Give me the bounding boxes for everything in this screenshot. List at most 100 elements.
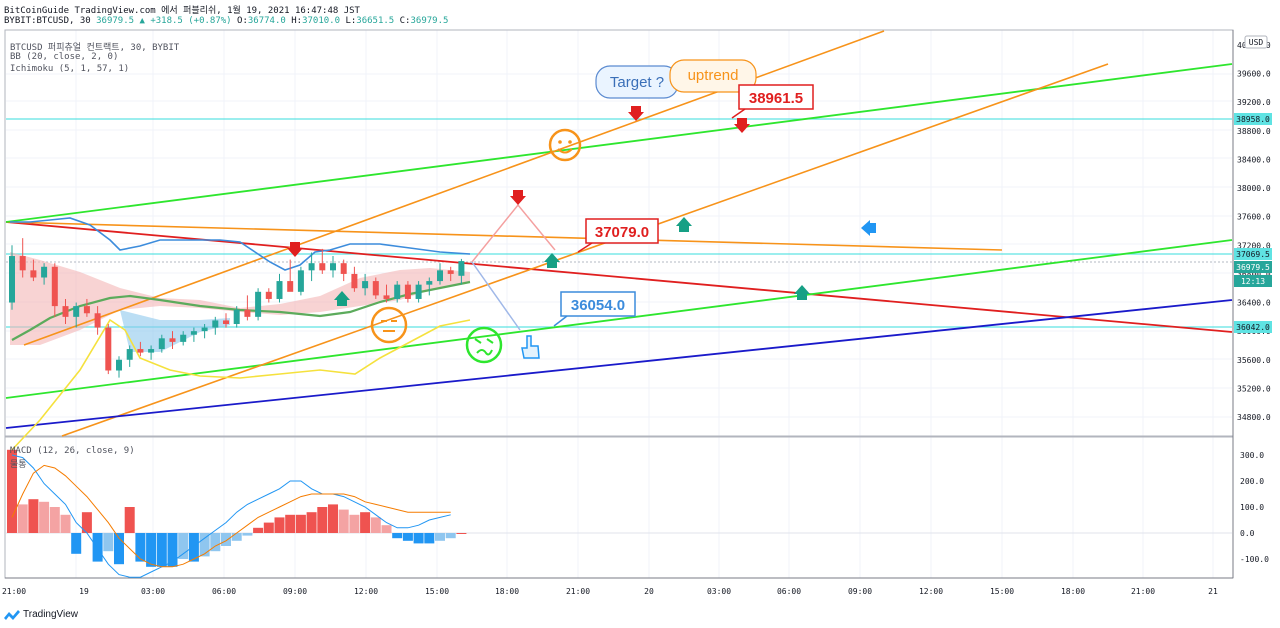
macd-axis[interactable]: 300.0 200.0 100.0 0.0 -100.0	[1240, 451, 1269, 564]
price-tick-label: 36400.0	[1237, 299, 1271, 308]
macd-histogram-bar	[210, 533, 221, 552]
price-axis[interactable]: 40000.039600.039200.038800.038400.038000…	[1237, 41, 1271, 422]
candle-body[interactable]	[180, 334, 187, 342]
macd-histogram-bar	[381, 525, 392, 533]
up-arrow-icon[interactable]	[334, 291, 350, 306]
time-axis[interactable]: 21:00 19 03:00 06:00 09:00 12:00 15:00 18:00 21:…	[2, 587, 1218, 596]
macd-histogram-bar	[435, 533, 445, 541]
candle-body[interactable]	[340, 263, 347, 274]
candle-body[interactable]	[447, 270, 454, 274]
green-lower-channel[interactable]	[5, 239, 1233, 399]
candle-body[interactable]	[169, 338, 176, 342]
candle-body[interactable]	[51, 266, 58, 307]
candle-body[interactable]	[394, 284, 401, 299]
target-callout[interactable]: Target ?	[595, 65, 679, 99]
price-tick-label: 37200.0	[1237, 241, 1271, 250]
neutral-face-icon[interactable]	[370, 306, 408, 344]
candle-body[interactable]	[158, 338, 165, 350]
orange-flat-line[interactable]	[5, 221, 1003, 251]
macd-histogram-bar	[445, 533, 456, 539]
currency-badge[interactable]: USD	[1244, 35, 1268, 49]
candle-body[interactable]	[265, 291, 272, 299]
up-arrow-icon[interactable]	[676, 217, 692, 232]
blue-support-line[interactable]	[5, 299, 1233, 429]
candle-body[interactable]	[62, 306, 69, 317]
chart-title[interactable]: BTCUSD 퍼피츄얼 컨트랙트, 30, BYBIT	[10, 43, 180, 53]
candle-body[interactable]	[233, 309, 240, 324]
signal-arrows[interactable]	[287, 106, 876, 306]
candle-body[interactable]	[201, 327, 208, 332]
price-callout-37079[interactable]: 37079.0	[577, 218, 659, 253]
dizzy-face-icon[interactable]	[465, 326, 503, 364]
macd-histogram	[7, 449, 467, 567]
candle-body[interactable]	[212, 320, 219, 328]
candle-body[interactable]	[105, 327, 112, 371]
close-value: 36979.5	[410, 16, 449, 26]
candle-body[interactable]	[330, 263, 336, 271]
macd-histogram-bar	[7, 449, 17, 533]
candle-body[interactable]	[137, 349, 144, 353]
down-arrow-icon[interactable]	[628, 106, 644, 121]
macd-histogram-bar	[413, 533, 424, 544]
pointing-hand-icon[interactable]	[521, 335, 540, 359]
left-arrow-icon[interactable]	[861, 220, 876, 236]
candle-body[interactable]	[404, 284, 411, 299]
candle-body[interactable]	[383, 295, 390, 299]
macd-legend[interactable]: MACD (12, 26, close, 9)	[10, 446, 135, 456]
green-upper-channel[interactable]	[5, 63, 1233, 223]
candle-body[interactable]	[190, 331, 197, 335]
candle-body[interactable]	[255, 291, 262, 317]
candle-body[interactable]	[415, 284, 422, 299]
candle-body[interactable]	[19, 256, 26, 271]
macd-histogram-bar	[263, 522, 274, 533]
orange-lower-channel[interactable]	[61, 63, 1109, 437]
down-arrow-icon[interactable]	[734, 118, 750, 133]
candle-body[interactable]	[319, 263, 326, 271]
candle-body[interactable]	[308, 263, 315, 271]
candle-body[interactable]	[148, 349, 155, 353]
candlestick-series[interactable]	[9, 238, 465, 378]
badge-countdown: 12:13	[1241, 277, 1265, 286]
candle-body[interactable]	[223, 320, 229, 324]
bb-legend[interactable]: BB (20, close, 2, 0)	[10, 52, 119, 62]
candle-body[interactable]	[9, 256, 15, 303]
macd-histogram-bar	[81, 512, 92, 533]
up-arrow-icon[interactable]	[544, 253, 560, 268]
down-arrow-icon[interactable]	[287, 242, 303, 257]
macd-histogram-bar	[17, 504, 28, 533]
time-tick-label: 21:00	[566, 587, 590, 596]
down-arrow-icon[interactable]	[510, 190, 526, 205]
candle-body[interactable]	[297, 270, 304, 292]
candle-body[interactable]	[41, 266, 48, 278]
candle-body[interactable]	[276, 281, 283, 299]
candle-body[interactable]	[30, 270, 37, 278]
badge-last-price: 36979.5	[1236, 263, 1270, 272]
candle-body[interactable]	[362, 281, 369, 289]
candle-body[interactable]	[287, 281, 294, 292]
ichimoku-legend[interactable]: Ichimoku (5, 1, 57, 1)	[10, 64, 130, 74]
price-callout-38961[interactable]: 38961.5	[731, 84, 814, 119]
happy-face-icon[interactable]	[548, 128, 582, 162]
macd-histogram-bar	[317, 507, 328, 533]
price-tick-label: 35200.0	[1237, 384, 1271, 393]
up-arrow-icon[interactable]	[794, 285, 810, 300]
badge-38958: 38958.0	[1236, 115, 1270, 124]
candle-body[interactable]	[426, 281, 433, 285]
candle-body[interactable]	[94, 313, 101, 328]
macd-histogram-bar	[156, 533, 167, 567]
candle-body[interactable]	[437, 270, 443, 282]
candle-body[interactable]	[73, 306, 80, 317]
candle-body[interactable]	[244, 309, 251, 317]
price-callout-36054[interactable]: 36054.0	[553, 291, 636, 327]
tradingview-logo[interactable]: TradingView	[4, 609, 78, 620]
uptrend-callout[interactable]: uptrend	[669, 59, 757, 93]
candle-body[interactable]	[458, 261, 465, 276]
macd-histogram-bar	[349, 514, 360, 533]
up-triangle-icon: ▲	[139, 16, 145, 26]
candle-body[interactable]	[126, 349, 133, 360]
candle-body[interactable]	[116, 359, 122, 371]
candle-body[interactable]	[83, 306, 90, 314]
candle-body[interactable]	[351, 273, 358, 289]
candle-body[interactable]	[372, 281, 379, 296]
